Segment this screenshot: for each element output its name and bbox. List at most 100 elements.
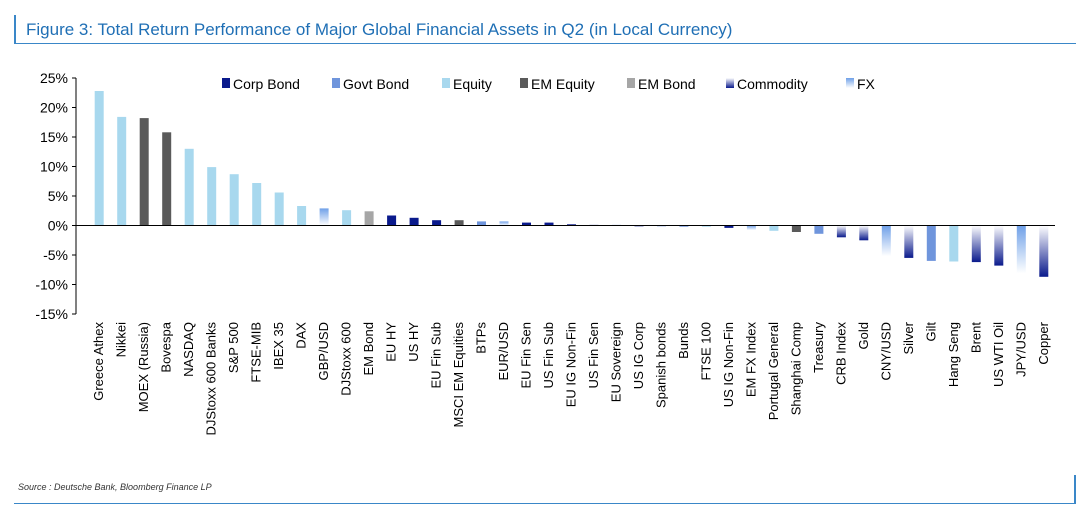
x-tick-label: IBEX 35 [271, 322, 286, 370]
legend-swatch [726, 78, 734, 88]
bar [567, 224, 576, 226]
x-tick-label: DJStoxx 600 [339, 322, 354, 396]
x-tick-label: Gold [856, 322, 871, 349]
source-frame: Source : Deutsche Bank, Bloomberg Financ… [14, 475, 1076, 504]
bar [746, 225, 756, 231]
x-tick-label: MOEX (Russia) [136, 322, 151, 412]
x-tick-label: EUR/USD [496, 322, 511, 381]
bar [949, 225, 959, 262]
x-tick-label: EM Bond [361, 322, 376, 375]
bar [926, 225, 936, 261]
category-labels: Greece Athex Nikkei MOEX (Russia) Bovespa NA… [91, 321, 1051, 435]
x-tick-label: GBP/USD [316, 322, 331, 381]
legend-label: EM Equity [531, 76, 595, 92]
bar [162, 132, 172, 226]
source-note: Source : Deutsche Bank, Bloomberg Financ… [18, 482, 212, 492]
x-tick-label: Bunds [676, 322, 691, 359]
x-tick-label: NASDAQ [181, 322, 196, 377]
x-tick-label: US IG Non-Fin [721, 322, 736, 407]
bar [229, 174, 239, 226]
x-tick-label: US WTI Oil [991, 322, 1006, 387]
x-tick-label: Bovespa [159, 321, 174, 372]
bar [522, 222, 531, 226]
x-tick-label: Nikkei [114, 322, 129, 358]
bar [544, 222, 554, 226]
y-tick-label: 15% [40, 129, 68, 145]
legend: Corp Bond Govt Bond Equity EM Equity EM Bond… [222, 76, 876, 92]
x-tick-label: Spanish bonds [653, 322, 668, 409]
y-tick-label: -10% [35, 277, 68, 293]
bar [387, 215, 397, 226]
x-tick-label: US Fin Sub [541, 322, 556, 388]
legend-label: Equity [453, 76, 492, 92]
x-tick-label: US HY [406, 322, 421, 362]
legend-swatch [442, 78, 450, 88]
x-tick-label: MSCI EM Equities [451, 322, 466, 428]
x-tick-label: Silver [901, 321, 916, 354]
x-tick-label: EU Sovereign [608, 322, 623, 402]
bar [139, 118, 149, 226]
bar [904, 225, 914, 258]
bar [297, 206, 307, 226]
bar [814, 225, 824, 234]
legend-swatch [332, 78, 340, 88]
bar [432, 220, 442, 226]
bar [791, 225, 801, 232]
legend-label: EM Bond [638, 76, 696, 92]
bar [454, 220, 464, 226]
x-tick-label: EU Fin Sen [519, 322, 534, 388]
bar [252, 183, 262, 226]
bar [994, 225, 1004, 266]
x-tick-label: EU IG Non-Fin [564, 322, 579, 407]
x-tick-label: Hang Seng [946, 322, 961, 387]
legend-label: Corp Bond [233, 76, 300, 92]
bar [94, 91, 104, 226]
bar [724, 225, 734, 228]
x-tick-label: CNY/USD [878, 322, 893, 381]
legend-label: Commodity [737, 76, 808, 92]
x-tick-label: Copper [1036, 321, 1051, 364]
bar [319, 208, 329, 226]
x-tick-label: DJStoxx 600 Banks [204, 322, 219, 436]
bar [499, 221, 509, 226]
x-tick-label: FTSE 100 [698, 322, 713, 381]
bar [409, 217, 419, 226]
bar [836, 225, 846, 238]
y-tick-label: 5% [48, 188, 68, 204]
bar [1039, 225, 1049, 277]
y-axis: 25% 20% 15% 10% 5% 0% -5% -10% -15% [35, 70, 77, 322]
x-tick-label: Gilt [923, 322, 938, 342]
bar [881, 225, 891, 257]
legend-swatch [846, 78, 854, 88]
bar [701, 225, 711, 227]
bar [859, 225, 869, 241]
legend-swatch [222, 78, 230, 88]
y-tick-label: -5% [43, 247, 68, 263]
bar [184, 148, 194, 226]
x-tick-label: Shanghai Comp [788, 322, 803, 415]
title-frame: Figure 3: Total Return Performance of Ma… [14, 15, 1076, 44]
y-tick-label: 10% [40, 159, 68, 175]
legend-swatch [627, 78, 635, 88]
x-tick-label: CRB Index [833, 322, 848, 385]
bar [477, 221, 486, 226]
bar [364, 211, 374, 226]
chart-title: Figure 3: Total Return Performance of Ma… [26, 20, 733, 39]
x-tick-label: EU Fin Sub [429, 322, 444, 388]
x-tick-label: S&P 500 [226, 322, 241, 373]
x-tick-label: US IG Corp [631, 322, 646, 389]
bar [1016, 225, 1026, 274]
x-tick-label: BTPs [474, 322, 489, 354]
y-tick-label: 20% [40, 100, 68, 116]
legend-swatch [520, 78, 528, 88]
bar-chart: 25% 20% 15% 10% 5% 0% -5% -10% -15% Greece Athex… [35, 70, 1055, 435]
bar [679, 225, 689, 227]
bar [769, 225, 779, 231]
bar [117, 116, 127, 226]
y-tick-label: 0% [48, 218, 68, 234]
x-tick-label: JPY/USD [1013, 322, 1028, 377]
x-tick-label: Portugal General [766, 322, 781, 420]
bar [274, 192, 284, 226]
x-tick-label: EM FX Index [743, 322, 758, 398]
x-tick-label: EU HY [384, 322, 399, 362]
